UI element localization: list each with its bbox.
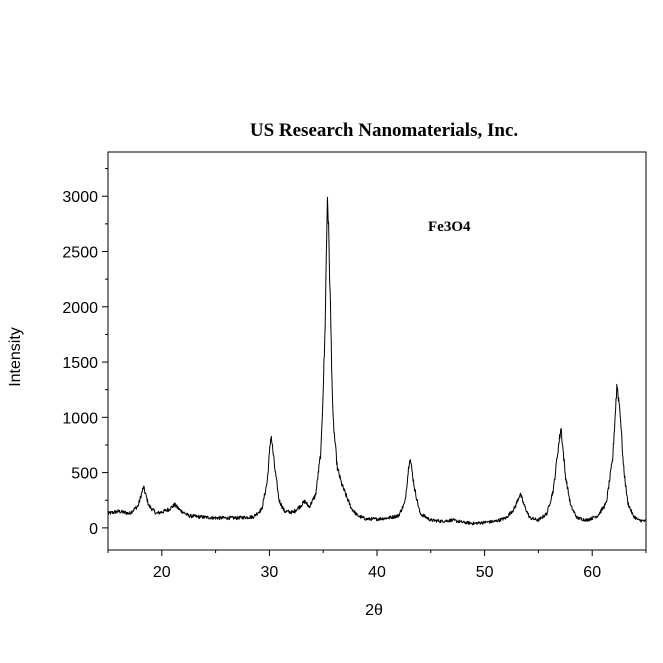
intensity-series-line (107, 196, 647, 526)
axis-ticks (102, 168, 647, 556)
y-tick-label: 2500 (62, 245, 98, 262)
chart-title: US Research Nanomaterials, Inc. (250, 120, 518, 141)
x-tick-label: 50 (476, 564, 494, 581)
axis-tick-labels: 20 30 40 50 60 0 500 1000 1500 2000 2500 3000 (62, 189, 601, 581)
y-tick-label: 0 (89, 521, 98, 538)
y-tick-label: 2000 (62, 300, 98, 317)
y-tick-label: 1500 (62, 355, 98, 372)
compound-label: Fe3O4 (428, 219, 471, 235)
x-tick-label: 30 (261, 564, 279, 581)
y-tick-label: 3000 (62, 189, 98, 206)
x-tick-label: 60 (583, 564, 601, 581)
x-tick-label: 40 (368, 564, 386, 581)
y-tick-label: 1000 (62, 410, 98, 427)
y-tick-label: 500 (71, 466, 98, 483)
y-axis-label: Intensity (7, 327, 24, 387)
x-tick-label: 20 (153, 564, 171, 581)
x-axis-label: 2θ (365, 602, 383, 619)
plot-frame (107, 151, 647, 551)
